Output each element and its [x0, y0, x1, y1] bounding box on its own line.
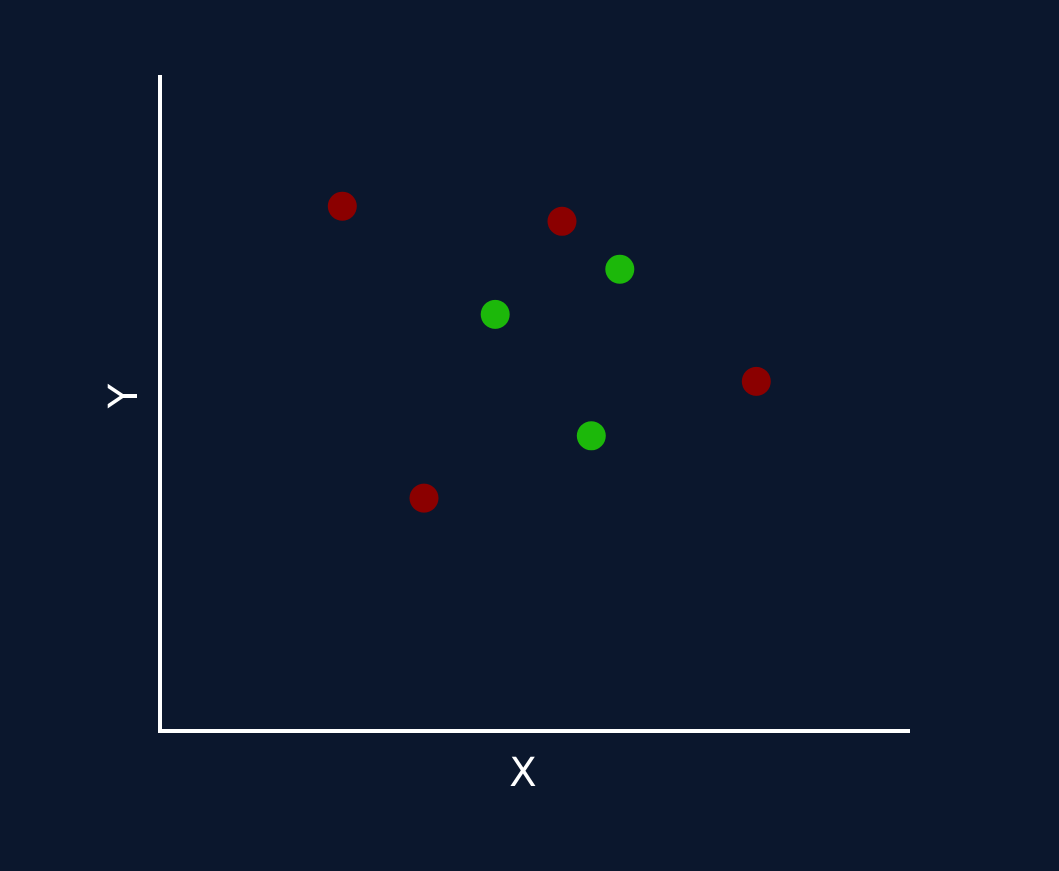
x-axis-label: X — [509, 750, 536, 796]
scatter-point-s1-3 — [741, 366, 771, 396]
scatter-point-s1-4 — [409, 483, 439, 513]
scatter-point-s2-1 — [605, 254, 635, 284]
scatter-point-s2-2 — [480, 299, 510, 329]
scatter-point-s1-2 — [547, 206, 577, 236]
plot-area — [327, 191, 771, 513]
scatter-point-s1-1 — [327, 191, 357, 221]
y-axis-label: Y — [101, 383, 147, 409]
scatter-point-s2-3 — [576, 421, 606, 451]
